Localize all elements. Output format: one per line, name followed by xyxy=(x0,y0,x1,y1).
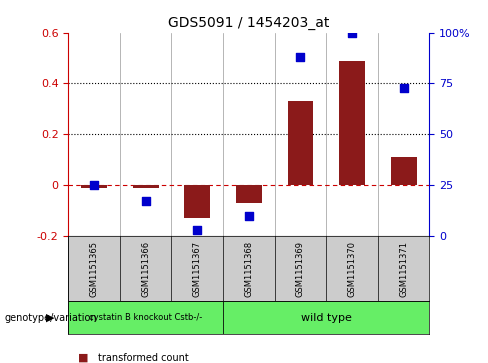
Text: GSM1151370: GSM1151370 xyxy=(347,241,357,297)
Text: GSM1151365: GSM1151365 xyxy=(90,241,99,297)
Bar xyxy=(339,61,365,185)
Bar xyxy=(133,185,159,188)
Text: GSM1151369: GSM1151369 xyxy=(296,241,305,297)
Title: GDS5091 / 1454203_at: GDS5091 / 1454203_at xyxy=(168,16,329,30)
Bar xyxy=(184,185,210,218)
Text: GSM1151371: GSM1151371 xyxy=(399,241,408,297)
Bar xyxy=(68,301,223,334)
Point xyxy=(297,54,305,60)
Bar xyxy=(223,301,429,334)
Point xyxy=(400,85,407,90)
Bar xyxy=(81,185,107,188)
Text: GSM1151368: GSM1151368 xyxy=(244,241,253,297)
Text: GSM1151366: GSM1151366 xyxy=(141,241,150,297)
Text: ▶: ▶ xyxy=(46,313,55,323)
Bar xyxy=(236,185,262,203)
Text: GSM1151367: GSM1151367 xyxy=(193,241,202,297)
Point xyxy=(348,30,356,36)
Point xyxy=(90,182,98,188)
Text: genotype/variation: genotype/variation xyxy=(5,313,98,323)
Point xyxy=(142,199,150,204)
Text: wild type: wild type xyxy=(301,313,352,323)
Point xyxy=(193,227,201,233)
Bar xyxy=(391,157,417,185)
Text: transformed count: transformed count xyxy=(98,352,188,363)
Text: ■: ■ xyxy=(78,352,89,363)
Point xyxy=(245,213,253,219)
Text: cystatin B knockout Cstb-/-: cystatin B knockout Cstb-/- xyxy=(89,313,203,322)
Bar xyxy=(287,101,313,185)
